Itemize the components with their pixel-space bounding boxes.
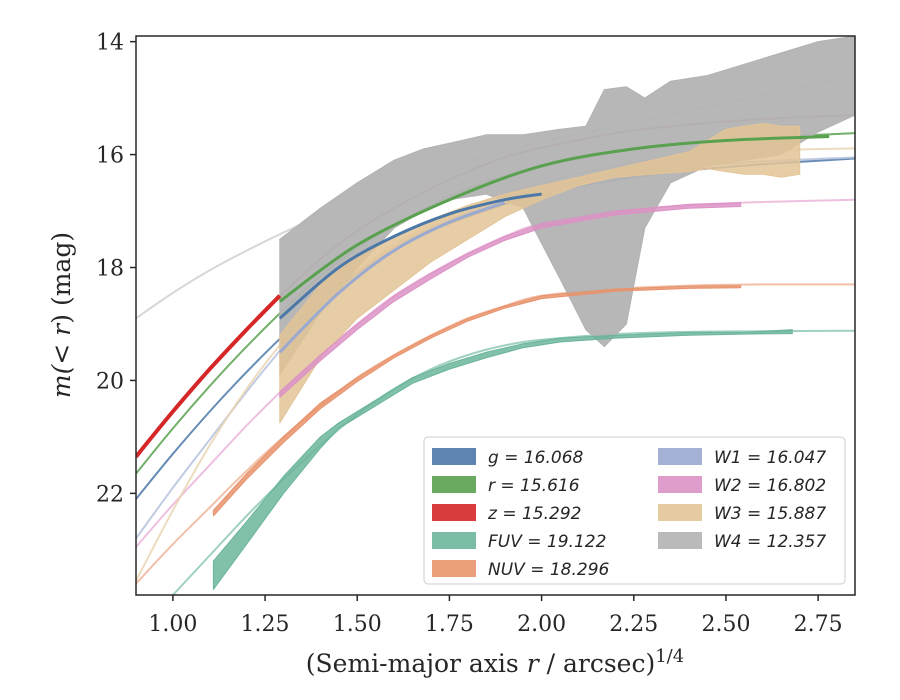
x-axis-label: (Semi-major axis r / arcsec)1/4 [306, 646, 684, 678]
legend-swatch [432, 504, 476, 521]
x-tick-label: 2.25 [609, 612, 658, 637]
legend: g = 16.068 r = 15.616 z = 15.292 FUV = 19.1… [423, 436, 846, 585]
y-tick-label: 20 [96, 369, 124, 394]
legend-item-w3: W3 = 15.887 [658, 504, 826, 524]
y-tick-label: 22 [96, 482, 124, 507]
y-tick-label: 16 [96, 144, 124, 169]
x-axis-ticks: 1.00 1.25 1.50 1.75 2.00 2.25 2.50 2.75 [148, 595, 843, 637]
profile-band-w3 [279, 123, 801, 424]
y-tick-label: 14 [96, 31, 124, 56]
profile-r [278, 135, 830, 303]
legend-label: W4 = 12.357 [714, 532, 826, 552]
legend-label: NUV = 18.296 [488, 560, 610, 580]
x-tick-label: 1.50 [333, 612, 382, 637]
legend-label: W1 = 16.047 [714, 448, 826, 468]
x-tick-label: 2.75 [794, 612, 843, 637]
legend-item-w2: W2 = 16.802 [658, 476, 826, 496]
y-tick-label: 18 [96, 257, 124, 282]
legend-label: g = 16.068 [488, 448, 584, 468]
legend-item-w4: W4 = 12.357 [658, 532, 826, 552]
legend-frame [423, 436, 846, 585]
legend-label: FUV = 19.122 [488, 532, 606, 552]
y-axis-label: m(< r) (mag) [47, 232, 76, 398]
legend-item-g: g = 16.068 [432, 448, 584, 468]
profile-bands-layer [136, 36, 855, 590]
legend-swatch [658, 532, 702, 549]
legend-item-fuv: FUV = 19.122 [432, 532, 606, 552]
profile-z [136, 294, 282, 458]
legend-swatch [658, 476, 702, 493]
profile-band-nuv [212, 285, 742, 517]
x-tick-label: 2.00 [517, 612, 566, 637]
legend-label: z = 15.292 [487, 504, 581, 524]
legend-item-w1: W1 = 16.047 [658, 448, 826, 468]
fit-line-fuv [172, 329, 855, 595]
legend-label: W3 = 15.887 [714, 504, 826, 524]
legend-swatch [658, 448, 702, 465]
legend-swatch [432, 476, 476, 493]
x-tick-label: 1.25 [241, 612, 290, 637]
x-tick-label: 1.75 [425, 612, 474, 637]
y-axis-ticks: 14 16 18 20 22 [96, 31, 136, 507]
plot-frame [135, 35, 856, 596]
legend-swatch [658, 504, 702, 521]
profile-band-fuv [212, 329, 793, 590]
legend-item-r: r = 15.616 [432, 476, 580, 496]
legend-label: r = 15.616 [488, 476, 580, 496]
x-tick-label: 1.00 [148, 612, 197, 637]
profile-band-w2 [279, 202, 742, 398]
profile-band-w4 [279, 36, 855, 376]
legend-item-z: z = 15.292 [432, 504, 581, 524]
legend-swatch [432, 448, 476, 465]
legend-swatch [432, 560, 476, 577]
profile-w1 [278, 201, 506, 354]
profile-g [278, 192, 542, 320]
legend-swatch [432, 532, 476, 549]
x-tick-label: 2.50 [701, 612, 750, 637]
legend-item-nuv: NUV = 18.296 [432, 560, 610, 580]
legend-label: W2 = 16.802 [714, 476, 826, 496]
